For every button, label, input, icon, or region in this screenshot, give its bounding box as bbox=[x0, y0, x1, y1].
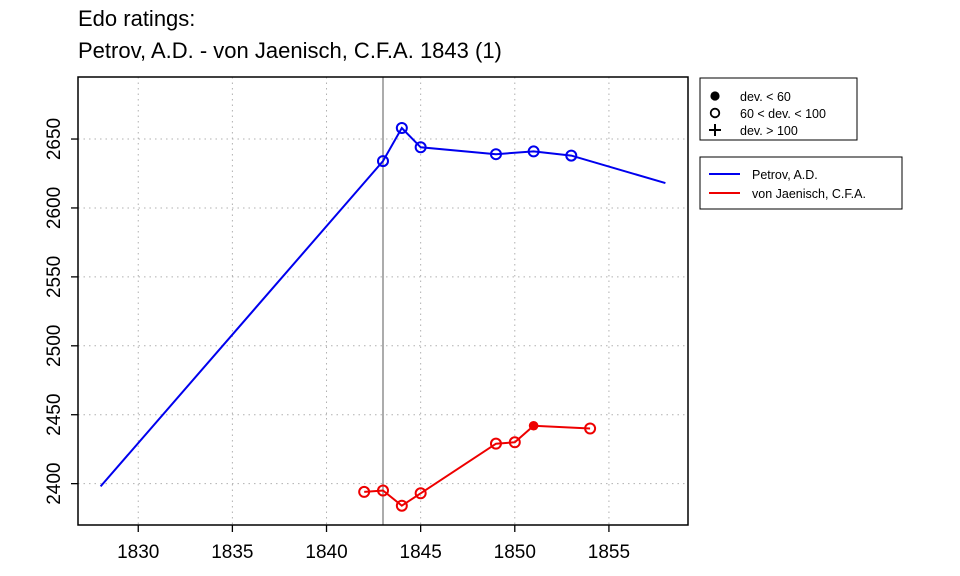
series-legend: Petrov, A.D. von Jaenisch, C.F.A. bbox=[699, 156, 903, 210]
series-1-point-0 bbox=[358, 485, 371, 498]
y-tick-label-4: 2600 bbox=[44, 187, 65, 229]
series-line-1 bbox=[364, 424, 591, 507]
series-0-point-6 bbox=[565, 149, 578, 162]
plus-marker-icon bbox=[709, 124, 721, 136]
series-1-point-3 bbox=[414, 487, 427, 500]
marker-legend-label-0: dev. < 60 bbox=[740, 90, 791, 104]
series-1-point-2 bbox=[395, 499, 408, 512]
x-tick-label-1: 1835 bbox=[211, 542, 253, 563]
series-0-point-1 bbox=[377, 155, 389, 168]
series-1-point-6 bbox=[528, 420, 539, 431]
marker-legend-label-1: 60 < dev. < 100 bbox=[740, 107, 826, 121]
series-legend-label-1: von Jaenisch, C.F.A. bbox=[752, 187, 866, 201]
y-tick-label-2: 2500 bbox=[44, 325, 65, 367]
series-1-point-5 bbox=[508, 436, 521, 449]
y-tick-label-5: 2650 bbox=[44, 118, 65, 160]
axis-layer: 1830 1835 1840 1845 1850 1855 2400 2450 2500 2550… bbox=[44, 118, 630, 563]
series-legend-label-0: Petrov, A.D. bbox=[752, 168, 818, 182]
x-tick-label-2: 1840 bbox=[305, 542, 347, 563]
y-tick-label-3: 2550 bbox=[44, 256, 65, 298]
series-0-point-2 bbox=[395, 122, 408, 135]
x-tick-label-5: 1855 bbox=[588, 542, 630, 563]
x-tick-label-4: 1850 bbox=[494, 542, 536, 563]
chart-subtitle: Petrov, A.D. - von Jaenisch, C.F.A. 1843… bbox=[78, 38, 502, 63]
x-tick-label-0: 1830 bbox=[117, 542, 159, 563]
open-marker-icon bbox=[709, 107, 721, 119]
plot-frame bbox=[77, 76, 689, 526]
series-layer bbox=[99, 122, 666, 512]
filled-marker-icon bbox=[710, 91, 720, 101]
series-1-point-4 bbox=[489, 437, 502, 450]
series-0-point-3 bbox=[414, 141, 427, 154]
chart-title: Edo ratings: bbox=[78, 6, 196, 31]
marker-legend-label-2: dev. > 100 bbox=[740, 124, 798, 138]
marker-legend: dev. < 60 60 < dev. < 100 dev. > 100 bbox=[699, 77, 858, 141]
x-tick-label-3: 1845 bbox=[400, 542, 442, 563]
series-1-point-1 bbox=[377, 484, 389, 497]
series-line-0 bbox=[99, 126, 666, 488]
y-tick-label-1: 2450 bbox=[44, 394, 65, 436]
y-tick-label-0: 2400 bbox=[44, 463, 65, 505]
series-0-point-4 bbox=[489, 148, 502, 161]
series-0-point-5 bbox=[527, 145, 540, 158]
series-1-point-7 bbox=[584, 422, 597, 435]
marker-legend-box bbox=[699, 77, 858, 141]
series-legend-box bbox=[699, 156, 903, 210]
